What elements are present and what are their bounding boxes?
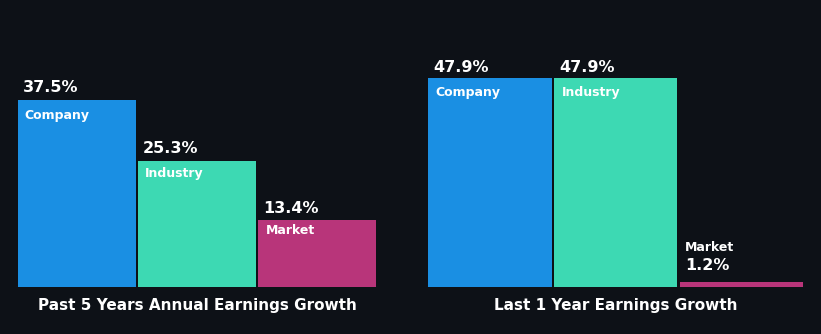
Text: 13.4%: 13.4% [264,201,319,216]
Text: Market: Market [685,241,734,254]
Bar [17,100,135,287]
Text: Market: Market [266,224,315,237]
Text: Company: Company [436,86,501,99]
Bar [259,220,377,287]
Text: Industry: Industry [562,86,620,99]
Text: Company: Company [25,109,89,122]
Text: 47.9%: 47.9% [559,60,615,74]
Text: 25.3%: 25.3% [143,141,199,156]
Text: Industry: Industry [145,167,204,180]
X-axis label: Last 1 Year Earnings Growth: Last 1 Year Earnings Growth [494,298,737,313]
Bar [554,78,677,287]
Bar [429,78,552,287]
Text: 47.9%: 47.9% [433,60,488,74]
Bar [680,282,803,287]
X-axis label: Past 5 Years Annual Earnings Growth: Past 5 Years Annual Earnings Growth [38,298,356,313]
Text: 1.2%: 1.2% [685,258,729,273]
Bar [138,161,256,287]
Text: 37.5%: 37.5% [22,80,78,95]
